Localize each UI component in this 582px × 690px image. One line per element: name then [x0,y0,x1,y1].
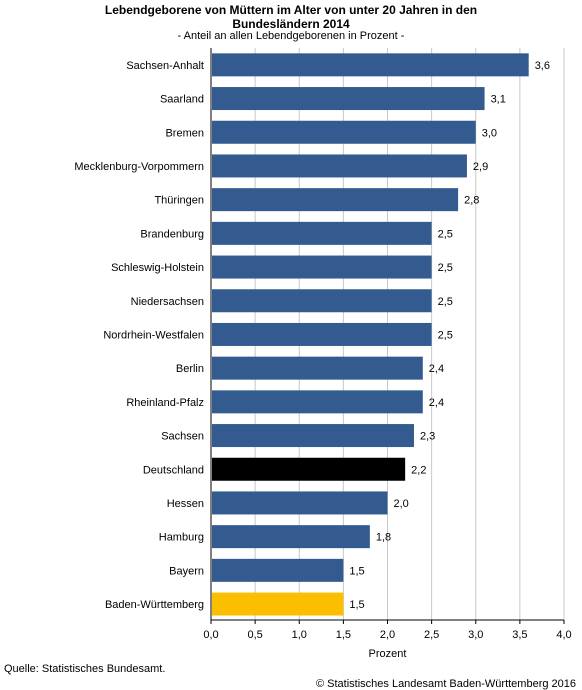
copyright-note: © Statistisches Landesamt Baden-Württemb… [315,678,576,690]
category-label: Sachsen-Anhalt [126,60,204,72]
category-label: Rheinland-Pfalz [126,397,204,409]
bar [212,53,529,77]
value-label: 2,8 [464,195,479,207]
bar [212,592,344,616]
x-tick-label: 2,0 [380,629,395,641]
bar [212,491,388,515]
category-label: Bayern [169,565,204,577]
x-tick-label: 1,0 [292,629,307,641]
value-label: 1,5 [349,565,364,577]
chart-subtitle: - Anteil an allen Lebendgeborenen in Pro… [177,30,405,42]
value-label: 1,5 [349,599,364,611]
x-tick-label: 3,0 [468,629,483,641]
bar [212,525,370,549]
chart-title-line-2: Bundesländern 2014 [232,17,350,31]
value-label: 2,2 [411,464,426,476]
value-label: 1,8 [376,532,391,544]
bar [212,558,344,582]
value-label: 2,5 [438,228,453,240]
category-label: Hessen [167,498,204,510]
category-label: Brandenburg [140,228,204,240]
value-label: 2,9 [473,161,488,173]
x-tick-label: 3,5 [512,629,527,641]
value-label: 3,6 [535,60,550,72]
bar [212,87,485,111]
chart-title: Lebendgeborene von Müttern im Alter von … [0,3,582,31]
category-label: Deutschland [143,464,204,476]
bar [212,154,467,178]
category-label: Nordrhein-Westfalen [103,329,204,341]
bar [212,457,406,481]
bar [212,424,414,448]
bar [212,188,459,212]
category-label: Berlin [176,363,204,375]
value-label: 2,0 [394,498,409,510]
bar [212,120,476,144]
category-label: Bremen [165,127,204,139]
x-tick-label: 0,5 [247,629,262,641]
category-label: Sachsen [161,431,204,443]
value-label: 3,1 [491,94,506,106]
value-label: 2,5 [438,262,453,274]
category-label: Schleswig-Holstein [111,262,204,274]
category-label: Baden-Württemberg [105,599,204,611]
bar [212,356,423,380]
value-label: 3,0 [482,127,497,139]
value-label: 2,4 [429,363,444,375]
value-label: 2,4 [429,397,444,409]
category-label: Niedersachsen [131,296,204,308]
chart-title-line-1: Lebendgeborene von Müttern im Alter von … [104,3,478,17]
category-label: Thüringen [154,195,204,207]
bar [212,390,423,414]
bar [212,255,432,279]
category-label: Mecklenburg-Vorpommern [74,161,204,173]
value-label: 2,5 [438,296,453,308]
bar [212,289,432,313]
x-tick-label: 2,5 [424,629,439,641]
x-axis-label: Prozent [369,648,407,660]
category-label: Saarland [160,94,204,106]
source-note: Quelle: Statistisches Bundesamt. [4,663,166,675]
value-label: 2,3 [420,431,435,443]
bar [212,322,432,346]
x-tick-label: 1,5 [336,629,351,641]
category-label: Hamburg [159,532,204,544]
x-tick-label: 0,0 [203,629,218,641]
bar [212,221,432,245]
x-tick-label: 4,0 [556,629,571,641]
value-label: 2,5 [438,329,453,341]
